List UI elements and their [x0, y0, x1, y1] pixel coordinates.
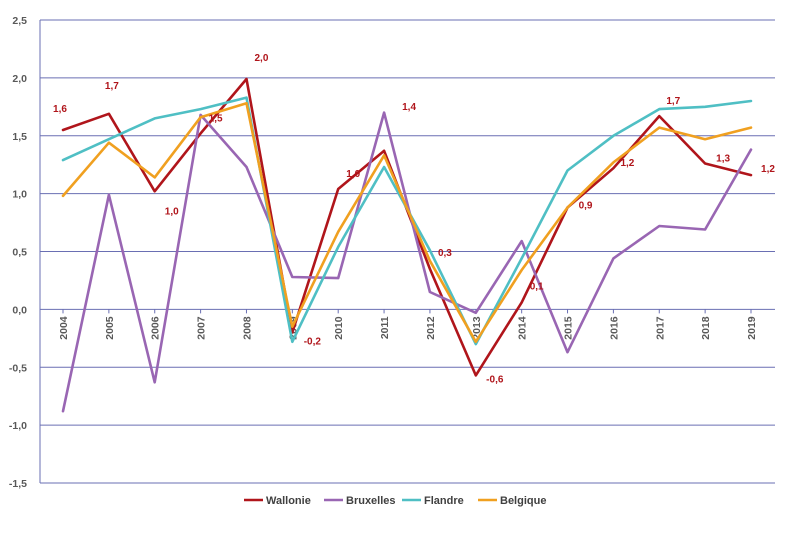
y-tick-label: 1,0 [12, 189, 27, 201]
x-tick-label: 2010 [333, 316, 345, 340]
series-line-bruxelles [61, 111, 753, 413]
data-label: 0,9 [579, 201, 593, 212]
legend-label: Bruxelles [346, 495, 396, 507]
x-tick-label: 2011 [379, 316, 391, 339]
y-tick-label: 0,0 [12, 304, 27, 316]
series-line-flandre [61, 96, 753, 346]
x-tick-label: 2019 [746, 316, 758, 340]
data-label: 1,6 [53, 104, 67, 115]
x-tick-label: 2016 [608, 316, 620, 340]
gridlines [40, 19, 775, 484]
y-tick-label: -0,5 [9, 362, 27, 374]
series-line-wallonie [61, 77, 753, 377]
legend: Wallonie Bruxelles Flandre Belgique [244, 495, 546, 507]
x-tick-label: 2006 [150, 316, 162, 340]
data-label: 1,2 [620, 158, 634, 169]
y-axis: -1,5 -1,0 -0,5 0,0 0,5 1,0 1,5 2,0 2,5 [9, 15, 41, 490]
x-tick-label: 2004 [58, 316, 70, 340]
y-tick-label: 2,5 [12, 15, 27, 27]
data-label: -0,2 [304, 337, 322, 348]
data-label: -0,6 [486, 374, 504, 385]
data-label: 1,2 [761, 164, 775, 175]
data-label: 0,1 [530, 281, 544, 292]
data-label: 0,3 [438, 248, 452, 259]
series-lines [61, 77, 753, 413]
legend-label: Wallonie [266, 495, 311, 507]
y-tick-label: 0,5 [12, 247, 27, 259]
x-tick-label: 2015 [563, 316, 575, 340]
x-tick-label: 2014 [517, 316, 529, 340]
y-tick-label: -1,0 [9, 420, 27, 432]
legend-label: Flandre [424, 495, 464, 507]
y-tick-label: -1,5 [9, 478, 27, 490]
legend-label: Belgique [500, 495, 546, 507]
data-label: 1,5 [209, 113, 223, 124]
x-tick-label: 2012 [425, 316, 437, 340]
x-tick-label: 2007 [196, 316, 208, 340]
x-tick-label: 2005 [104, 316, 116, 340]
data-labels: 1,6 1,7 1,0 1,5 2,0 -0,2 1,0 1,4 0,3 -0,6 0,1 0,9 1,… [53, 53, 775, 385]
data-label: 1,4 [402, 102, 416, 113]
data-label: 1,0 [165, 206, 179, 217]
y-tick-label: 2,0 [12, 73, 27, 85]
x-tick-label: 2008 [241, 316, 253, 340]
data-label: 1,0 [346, 169, 360, 180]
x-tick-label: 2018 [700, 316, 712, 340]
data-label: 1,3 [716, 154, 730, 165]
x-tick-label: 2017 [654, 316, 666, 340]
data-label: 1,7 [105, 81, 119, 92]
data-label: 2,0 [255, 53, 269, 64]
y-tick-label: 1,5 [12, 131, 27, 143]
series-line-belgique [61, 102, 753, 344]
data-label: 1,7 [666, 96, 680, 107]
